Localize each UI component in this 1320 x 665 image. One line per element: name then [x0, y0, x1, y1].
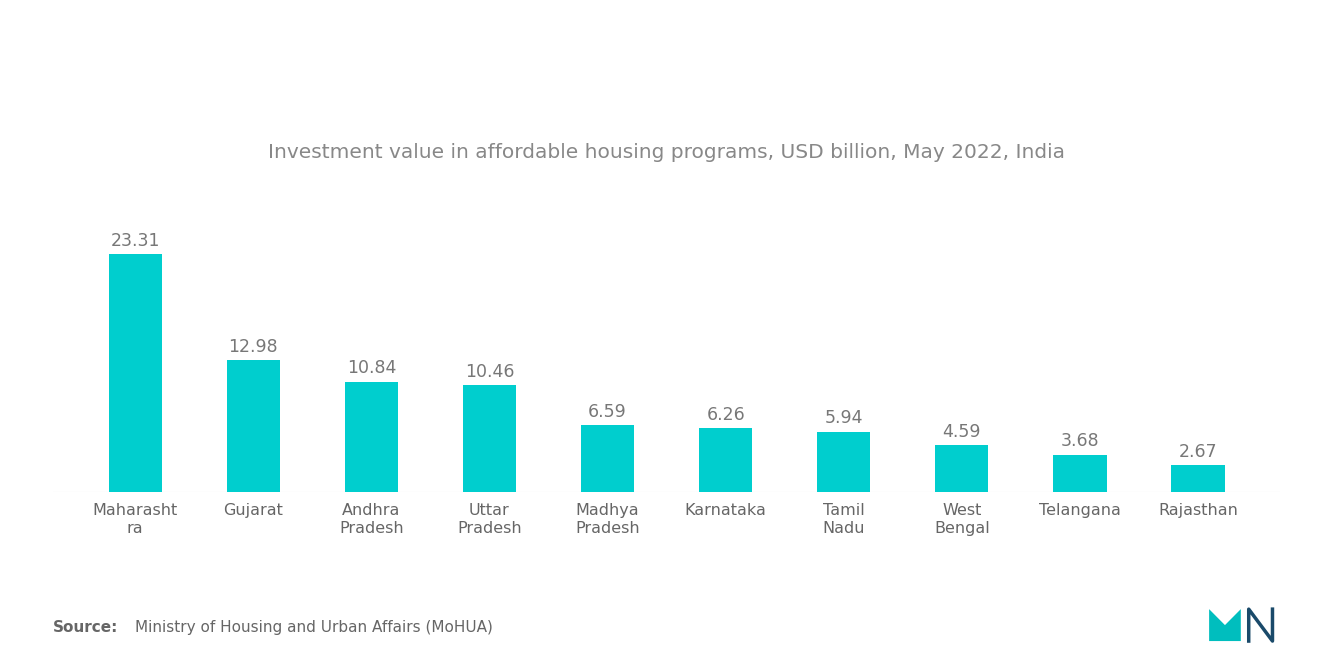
Bar — [345, 382, 397, 492]
Text: 6.59: 6.59 — [589, 403, 627, 421]
Text: 2.67: 2.67 — [1179, 443, 1217, 461]
Text: 10.46: 10.46 — [465, 363, 515, 381]
Bar — [108, 255, 162, 492]
Polygon shape — [1209, 609, 1241, 641]
Title: Investment value in affordable housing programs, USD billion, May 2022, India: Investment value in affordable housing p… — [268, 144, 1065, 162]
Bar — [700, 428, 752, 492]
Bar — [463, 386, 516, 492]
Text: 5.94: 5.94 — [825, 410, 863, 428]
Text: Ministry of Housing and Urban Affairs (MoHUA): Ministry of Housing and Urban Affairs (M… — [135, 620, 492, 635]
Bar — [936, 446, 989, 492]
Text: Source:: Source: — [53, 620, 119, 635]
Text: 12.98: 12.98 — [228, 338, 279, 356]
Text: 4.59: 4.59 — [942, 423, 981, 441]
Bar — [1171, 465, 1225, 492]
Text: 23.31: 23.31 — [111, 232, 160, 250]
Bar — [1053, 455, 1106, 492]
Bar — [581, 425, 634, 492]
Text: 3.68: 3.68 — [1061, 432, 1100, 450]
Bar — [817, 432, 870, 492]
Text: 6.26: 6.26 — [706, 406, 744, 424]
Text: 10.84: 10.84 — [347, 360, 396, 378]
Bar — [227, 360, 280, 492]
